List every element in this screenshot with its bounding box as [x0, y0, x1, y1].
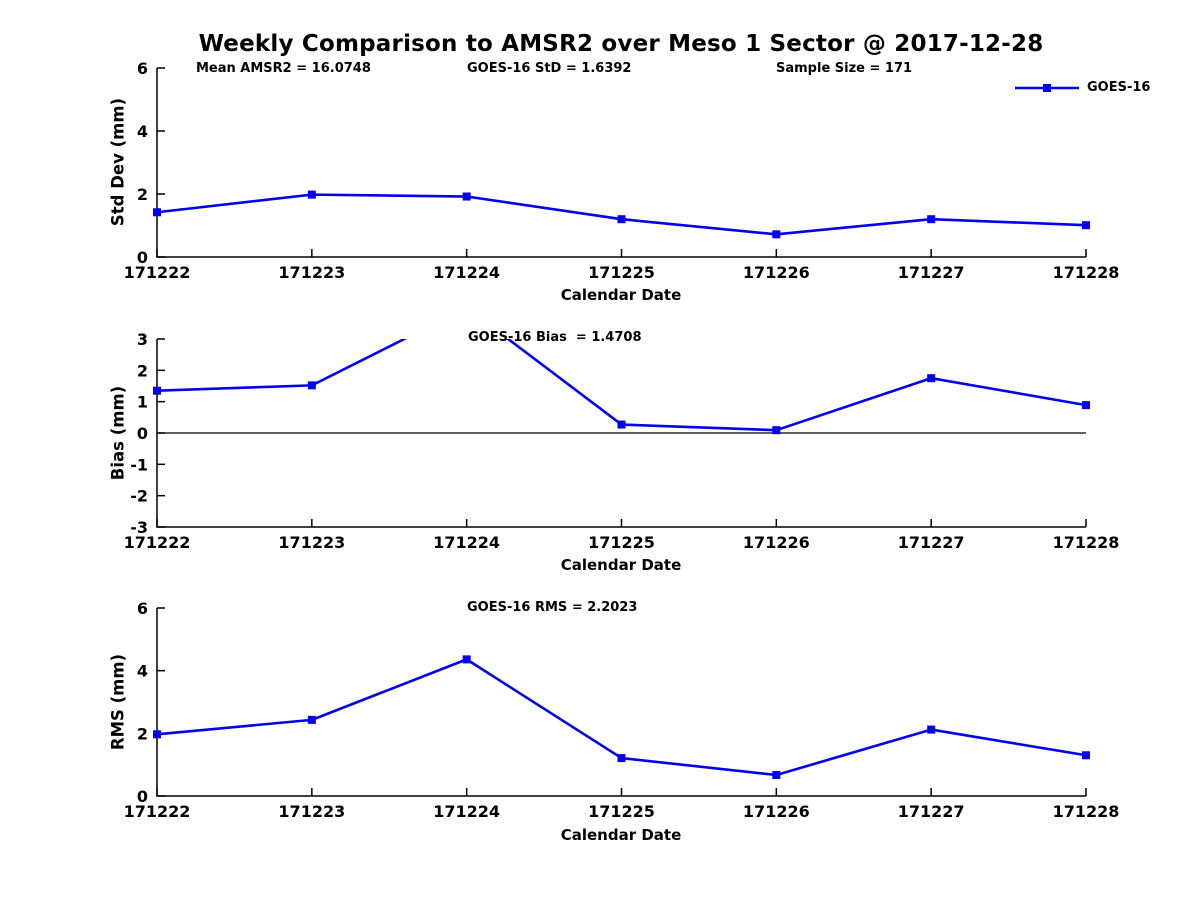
x-tick-label: 171226 [743, 263, 810, 282]
data-marker [772, 771, 781, 780]
x-axis-label-1: Calendar Date [560, 286, 682, 304]
y-tick-label: 2 [137, 361, 148, 380]
x-tick-label: 171222 [124, 533, 191, 552]
x-axis-label-3: Calendar Date [560, 826, 682, 844]
x-axis-label-2: Calendar Date [560, 556, 682, 574]
data-marker [772, 426, 781, 435]
y-tick-label: 0 [137, 424, 148, 443]
legend-line-icon [1015, 83, 1079, 92]
data-marker [617, 215, 626, 224]
data-marker [927, 374, 936, 383]
chart-title: Weekly Comparison to AMSR2 over Meso 1 S… [198, 31, 1044, 57]
data-marker [462, 192, 471, 201]
x-tick-label: 171224 [433, 802, 500, 821]
x-tick-label: 171227 [898, 533, 965, 552]
data-marker [307, 715, 316, 724]
y-axis-label-bias: Bias (mm) [108, 385, 128, 481]
x-tick-label: 171226 [743, 802, 810, 821]
x-tick-label: 171222 [124, 802, 191, 821]
data-line [156, 193, 1087, 236]
y-tick-label: -1 [130, 455, 148, 474]
data-marker [1082, 401, 1090, 410]
x-tick-label: 171225 [588, 263, 655, 282]
y-tick-label: 2 [137, 724, 148, 743]
x-tick-label: 171225 [588, 533, 655, 552]
data-marker [1082, 751, 1090, 760]
x-tick-label: 171223 [278, 263, 345, 282]
data-marker [1082, 221, 1090, 230]
y-axis-label-stddev: Std Dev (mm) [108, 97, 128, 227]
data-marker [927, 725, 936, 734]
y-tick-label: -3 [130, 518, 148, 537]
y-tick-label: 0 [137, 248, 148, 267]
data-marker [772, 230, 781, 239]
legend: GOES-16 [1014, 80, 1150, 95]
x-tick-label: 171224 [433, 263, 500, 282]
annotation-rms: GOES-16 RMS = 2.2023 [467, 600, 638, 615]
x-tick-label: 171223 [278, 802, 345, 821]
annotation-mean-amsr2: Mean AMSR2 = 16.0748 [196, 61, 371, 76]
y-tick-label: 6 [137, 599, 148, 618]
legend-label: GOES-16 [1087, 80, 1151, 95]
y-axis-label-rms: RMS (mm) [108, 653, 128, 751]
y-tick-label: 1 [137, 393, 148, 412]
data-marker [153, 730, 161, 739]
y-tick-label: 2 [137, 185, 148, 204]
data-marker [153, 386, 161, 395]
annotation-goes-std: GOES-16 StD = 1.6392 [467, 61, 632, 76]
annotation-sample-size: Sample Size = 171 [776, 61, 913, 76]
y-tick-label: 0 [137, 787, 148, 806]
data-marker [307, 381, 316, 390]
data-marker [307, 190, 316, 199]
x-tick-label: 171223 [278, 533, 345, 552]
data-marker [617, 754, 626, 763]
data-line [156, 339, 1087, 432]
x-tick-label: 171228 [1053, 802, 1120, 821]
x-tick-label: 171222 [124, 263, 191, 282]
y-tick-label: -2 [130, 487, 148, 506]
x-tick-label: 171224 [433, 533, 500, 552]
data-marker [617, 420, 626, 429]
annotation-bias: GOES-16 Bias = 1.4708 [468, 330, 642, 345]
y-tick-label: 3 [137, 330, 148, 349]
data-marker [927, 215, 936, 224]
x-tick-label: 171227 [898, 263, 965, 282]
x-tick-label: 171227 [898, 802, 965, 821]
data-marker [153, 208, 161, 217]
x-tick-label: 171228 [1053, 533, 1120, 552]
y-tick-label: 4 [137, 122, 148, 141]
x-tick-label: 171226 [743, 533, 810, 552]
data-marker [462, 655, 471, 664]
x-tick-label: 171228 [1053, 263, 1120, 282]
x-tick-label: 171225 [588, 802, 655, 821]
y-tick-label: 4 [137, 662, 148, 681]
y-tick-label: 6 [137, 59, 148, 78]
